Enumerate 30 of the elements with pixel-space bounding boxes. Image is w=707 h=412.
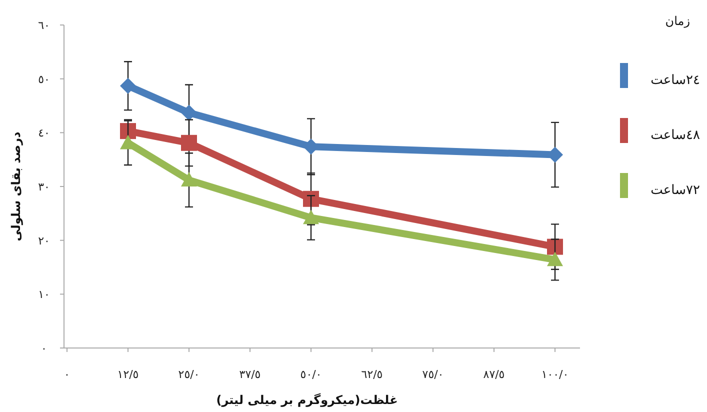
point: [181, 172, 197, 186]
x-tick-label: ٧٥/٠: [422, 368, 444, 381]
x-tick-label: ٥٠/٠: [300, 368, 322, 381]
y-tick-label: ٥٠: [38, 72, 50, 86]
y-tick-label: ٣٠: [38, 180, 50, 194]
x-axis-title: غلظت(میکروگرم بر میلی لیتر): [216, 393, 398, 407]
legend-label: ٧٢ساعت: [650, 183, 700, 198]
legend-label: ٤٨ساعت: [650, 128, 700, 143]
x-tick-label: ٣٧/٥: [239, 368, 261, 381]
x-tick-label: ٢٥/٠: [178, 368, 200, 381]
y-tick-label: ١٠: [38, 288, 50, 302]
x-tick-label: ٠: [64, 368, 70, 381]
y-tick-label: ٢٠: [38, 234, 50, 248]
point: [181, 104, 197, 121]
x-tick-label: ١٠٠/٠: [541, 368, 569, 381]
x-tick-label: ٨٧/٥: [483, 368, 505, 381]
point: [303, 190, 319, 207]
point: [120, 78, 136, 94]
y-tick-label: ٤٠: [38, 126, 50, 140]
point: [120, 123, 136, 140]
point: [181, 134, 197, 151]
y-tick-label: ٦٠: [38, 19, 50, 32]
legend-label: ٢٤ساعت: [650, 73, 700, 88]
point: [303, 210, 319, 224]
y-tick-label: ٠: [41, 342, 47, 355]
x-tick-label: ١٢/٥: [117, 368, 139, 381]
point: [547, 252, 563, 266]
y-axis-title: درصد بقای سلولی: [9, 132, 23, 242]
legend-title: زمان: [665, 14, 690, 28]
x-tick-label: ٦٢/٥: [361, 368, 383, 381]
